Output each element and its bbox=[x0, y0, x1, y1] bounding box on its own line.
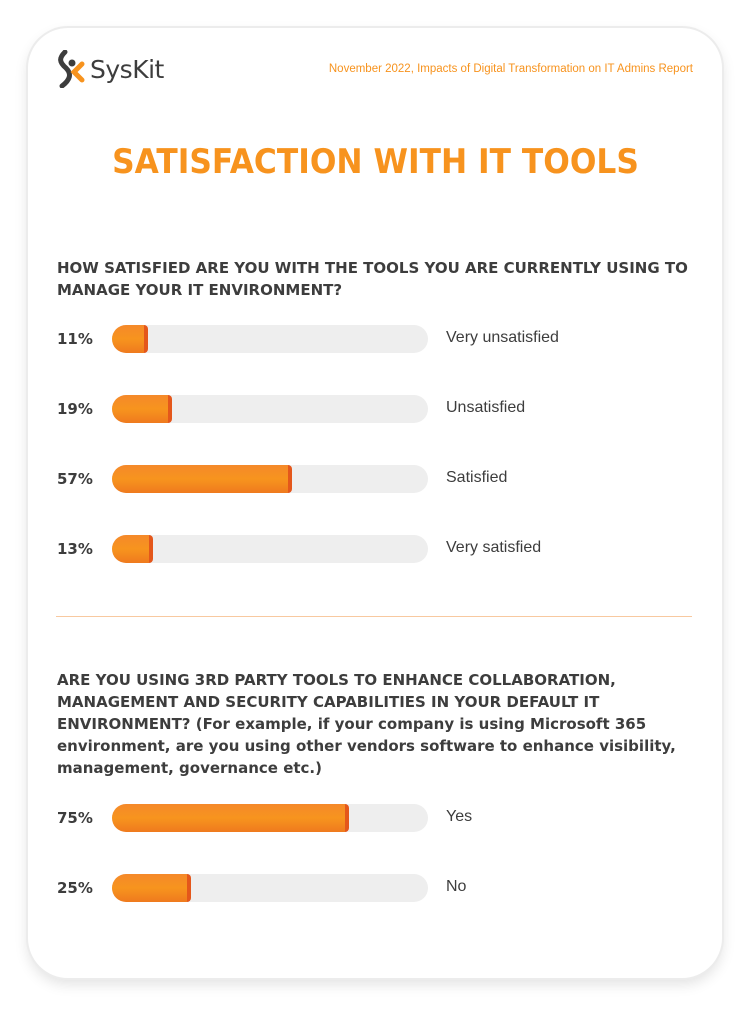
bar-track bbox=[112, 465, 428, 493]
bar-category-label: Very satisfied bbox=[446, 539, 542, 556]
syskit-logo: SysKit bbox=[56, 50, 164, 88]
syskit-logo-icon bbox=[58, 50, 85, 88]
bar-row: 13% Very satisfied bbox=[57, 535, 697, 565]
chart-1-question: HOW SATISFIED ARE YOU WITH THE TOOLS YOU… bbox=[57, 259, 688, 299]
bar-track bbox=[112, 874, 428, 902]
bar bbox=[112, 325, 148, 353]
bar-value-label: 57% bbox=[57, 470, 93, 488]
bar-track bbox=[112, 325, 428, 353]
bar-row: 75% Yes bbox=[57, 804, 697, 834]
bar-row: 19% Unsatisfied bbox=[57, 395, 697, 425]
bar-row: 57% Satisfied bbox=[57, 465, 697, 495]
bar-category-label: No bbox=[446, 878, 467, 895]
bar-row: 25% No bbox=[57, 874, 697, 904]
chart-2-question: ARE YOU USING 3RD PARTY TOOLS TO ENHANCE… bbox=[57, 671, 676, 777]
bar-category-label: Satisfied bbox=[446, 469, 508, 486]
bar-track bbox=[112, 804, 428, 832]
bar bbox=[112, 465, 293, 493]
bar bbox=[112, 804, 349, 832]
bar-value-label: 25% bbox=[57, 879, 93, 897]
bar-value-label: 75% bbox=[57, 809, 93, 827]
bar-track bbox=[112, 535, 428, 563]
bar-category-label: Yes bbox=[446, 808, 473, 825]
bar bbox=[112, 395, 173, 423]
bar-value-label: 19% bbox=[57, 400, 93, 418]
bar-category-label: Very unsatisfied bbox=[446, 329, 559, 346]
bar-value-label: 11% bbox=[57, 330, 93, 348]
bar-row: 11% Very unsatisfied bbox=[57, 325, 697, 355]
bar bbox=[112, 535, 154, 563]
page-title: SATISFACTION WITH IT TOOLS bbox=[112, 142, 639, 182]
bar-category-label: Unsatisfied bbox=[446, 399, 526, 416]
bar-value-label: 13% bbox=[57, 540, 93, 558]
bar-track bbox=[112, 395, 428, 423]
divider bbox=[56, 616, 692, 617]
brand-name: SysKit bbox=[90, 54, 164, 84]
bar bbox=[112, 874, 191, 902]
report-subtitle: November 2022, Impacts of Digital Transf… bbox=[328, 63, 693, 75]
